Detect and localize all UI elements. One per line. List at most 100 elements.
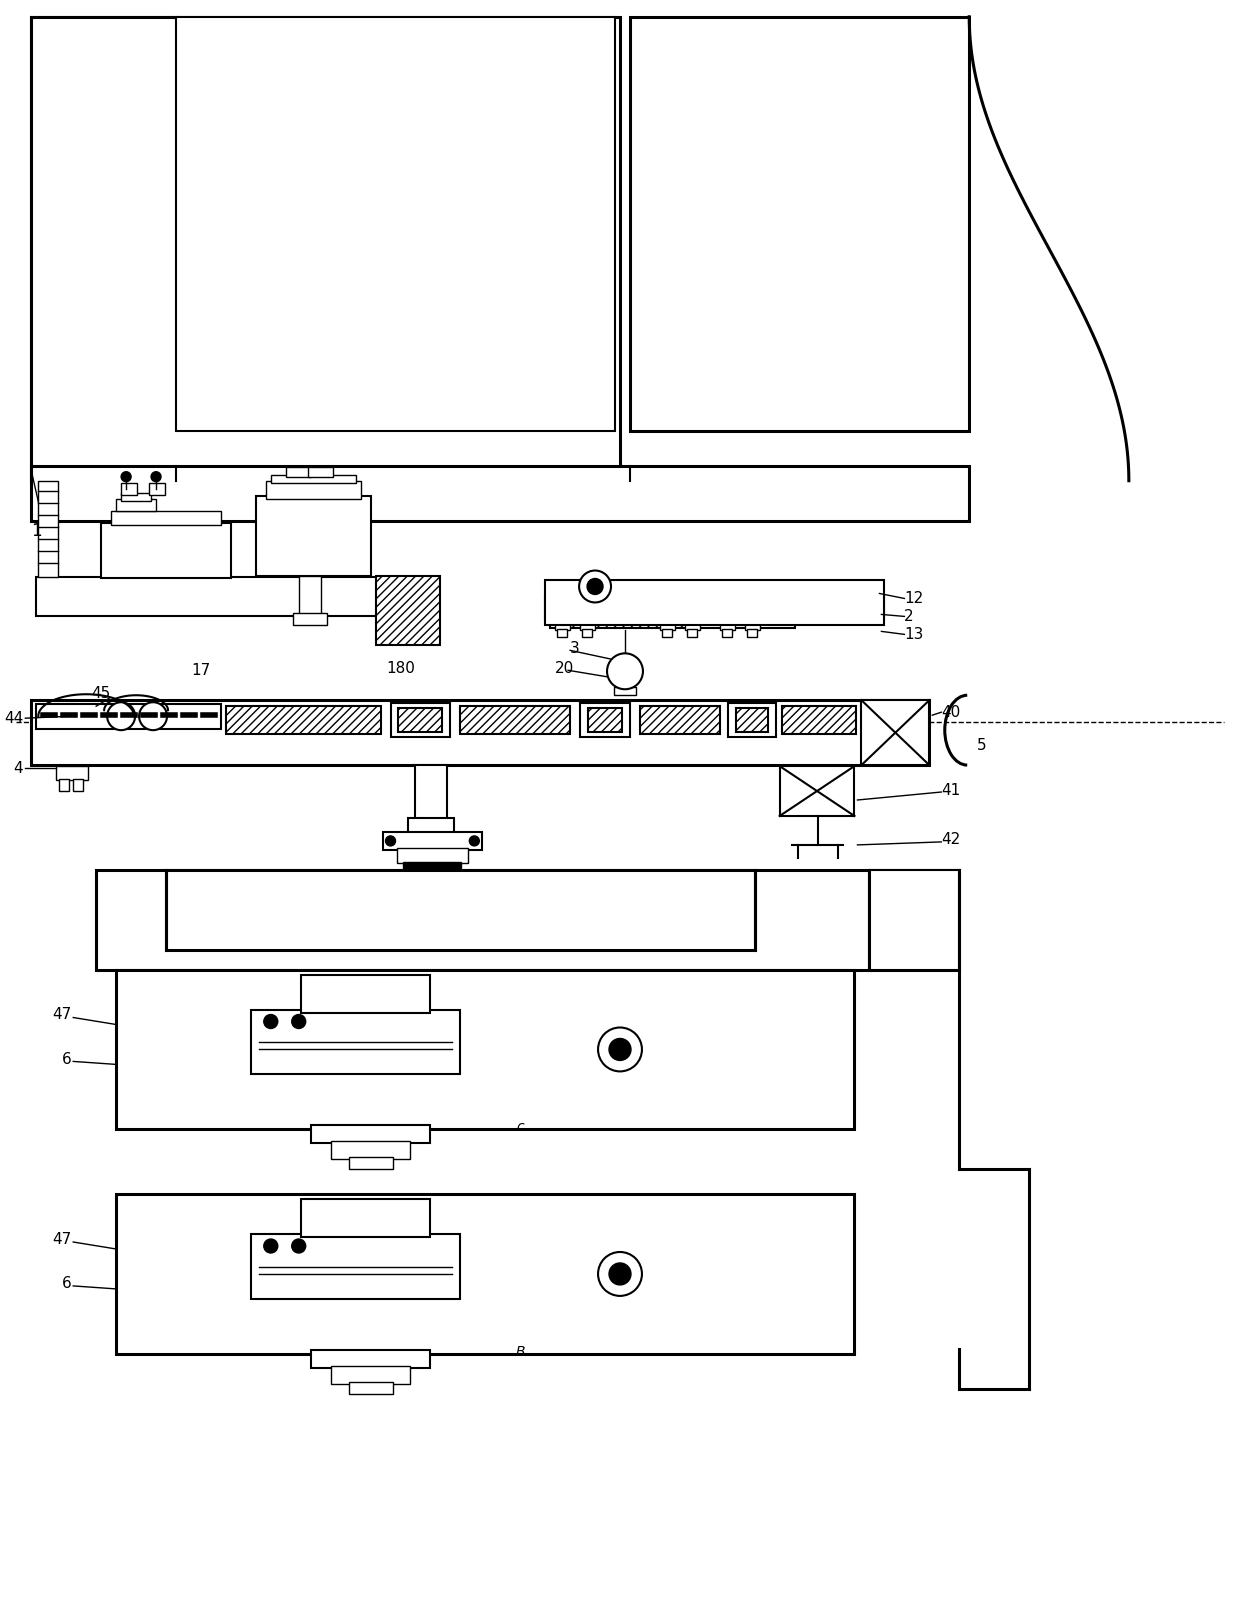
- Bar: [31, 701, 929, 765]
- Bar: [270, 475, 356, 483]
- Text: 47: 47: [52, 1232, 71, 1246]
- Bar: [735, 709, 768, 731]
- Circle shape: [469, 836, 480, 845]
- Bar: [285, 467, 311, 476]
- Bar: [557, 629, 567, 637]
- Bar: [176, 16, 615, 431]
- Text: 40: 40: [941, 704, 961, 720]
- Bar: [694, 600, 795, 629]
- Text: 45: 45: [92, 687, 110, 701]
- Bar: [38, 481, 58, 576]
- Text: 1: 1: [31, 521, 42, 539]
- Circle shape: [598, 1253, 642, 1296]
- Bar: [391, 703, 450, 738]
- Text: 42: 42: [941, 832, 961, 847]
- Bar: [376, 576, 440, 645]
- Bar: [331, 1140, 410, 1160]
- Bar: [117, 1193, 854, 1354]
- Bar: [56, 767, 88, 780]
- Bar: [36, 576, 425, 616]
- Bar: [348, 1381, 393, 1394]
- Bar: [311, 1126, 430, 1144]
- Bar: [722, 629, 732, 637]
- Bar: [36, 704, 221, 730]
- Bar: [684, 621, 699, 630]
- Text: B: B: [516, 1344, 525, 1359]
- Bar: [582, 629, 591, 637]
- Bar: [630, 16, 970, 431]
- Text: 6: 6: [62, 1052, 71, 1067]
- Circle shape: [107, 703, 135, 730]
- Bar: [746, 629, 756, 637]
- Bar: [331, 1365, 410, 1384]
- Bar: [408, 818, 454, 834]
- Bar: [728, 703, 776, 738]
- Bar: [704, 605, 785, 624]
- Bar: [117, 499, 156, 510]
- Bar: [149, 483, 165, 494]
- Bar: [311, 1351, 430, 1368]
- Text: 180: 180: [386, 661, 415, 675]
- Bar: [781, 706, 857, 735]
- Text: 3: 3: [570, 642, 580, 656]
- Bar: [250, 1009, 460, 1075]
- Bar: [460, 706, 570, 735]
- Bar: [660, 621, 675, 630]
- Text: 20: 20: [556, 661, 574, 675]
- Text: 6: 6: [62, 1277, 71, 1291]
- Text: 13: 13: [904, 627, 924, 642]
- Bar: [403, 861, 461, 868]
- Bar: [551, 600, 689, 629]
- Text: 44: 44: [4, 711, 24, 725]
- Text: 12: 12: [904, 590, 924, 606]
- Bar: [382, 832, 482, 850]
- Circle shape: [598, 1028, 642, 1071]
- Circle shape: [139, 703, 167, 730]
- Bar: [662, 629, 672, 637]
- Bar: [398, 709, 443, 731]
- Bar: [546, 581, 884, 626]
- Bar: [293, 613, 326, 626]
- Bar: [588, 709, 622, 731]
- Circle shape: [609, 1038, 631, 1060]
- Bar: [415, 765, 448, 820]
- Bar: [122, 483, 138, 494]
- Bar: [117, 970, 854, 1129]
- Bar: [546, 595, 884, 621]
- Text: c: c: [516, 1120, 525, 1134]
- Circle shape: [579, 571, 611, 603]
- Bar: [265, 481, 361, 499]
- Bar: [301, 975, 430, 1012]
- Bar: [122, 492, 151, 500]
- Bar: [166, 869, 755, 950]
- Bar: [556, 621, 570, 630]
- Bar: [869, 869, 960, 970]
- Bar: [112, 510, 221, 525]
- Bar: [102, 523, 231, 577]
- Circle shape: [151, 472, 161, 481]
- Bar: [226, 706, 381, 735]
- Bar: [745, 621, 760, 630]
- Text: 47: 47: [52, 1007, 71, 1022]
- Bar: [862, 701, 929, 765]
- Bar: [308, 467, 332, 476]
- Bar: [348, 1156, 393, 1169]
- Bar: [299, 576, 321, 616]
- Text: 41: 41: [941, 783, 961, 797]
- Bar: [614, 687, 636, 695]
- Bar: [687, 629, 697, 637]
- Text: 5: 5: [977, 738, 987, 752]
- Bar: [73, 780, 83, 791]
- Bar: [397, 849, 469, 863]
- Bar: [250, 1233, 460, 1299]
- Circle shape: [291, 1238, 306, 1253]
- Bar: [640, 706, 719, 735]
- Bar: [97, 869, 960, 970]
- Bar: [60, 780, 69, 791]
- Bar: [301, 1200, 430, 1237]
- Circle shape: [264, 1238, 278, 1253]
- Bar: [255, 496, 371, 576]
- Circle shape: [609, 1262, 631, 1285]
- Bar: [719, 621, 735, 630]
- Bar: [31, 465, 970, 521]
